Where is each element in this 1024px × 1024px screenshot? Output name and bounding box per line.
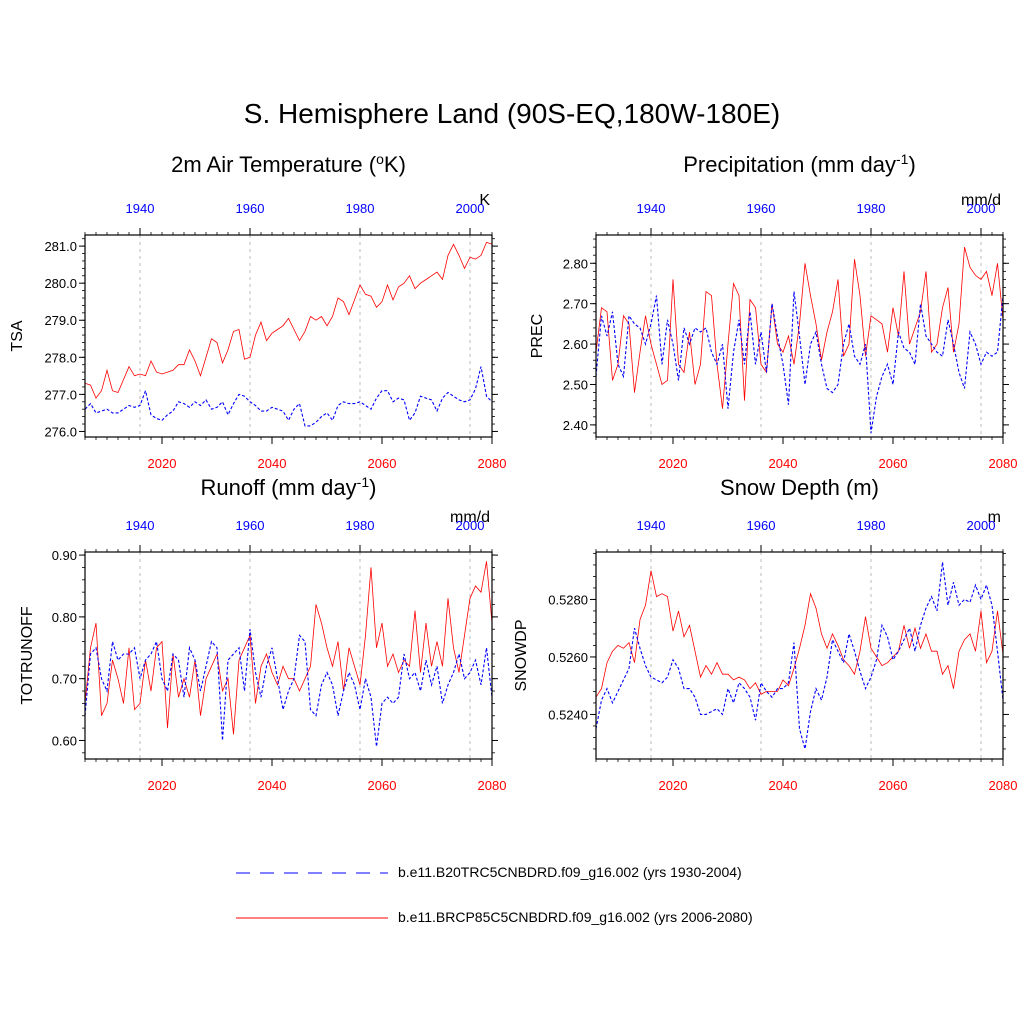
tsa-ytick-label: 277.0 (44, 387, 77, 402)
snowdp-xtick-label: 2020 (659, 778, 688, 793)
prec-title: Precipitation (mm day-1) (683, 151, 916, 177)
prec-series-historical-line (595, 291, 1004, 434)
prec-ytick-label: 2.70 (563, 297, 588, 312)
snowdp-xtick-label: 2040 (769, 778, 798, 793)
tsa-ylabel: TSA (9, 320, 26, 351)
prec-series-future-line (595, 246, 1004, 409)
snowdp-ytick-label: 0.5280 (548, 592, 588, 607)
snowdp-plot-frame (595, 551, 1004, 760)
tsa-xtick-label: 2060 (368, 456, 397, 471)
tsa-xtick-label: 2080 (478, 456, 507, 471)
runoff-ytick-label: 0.70 (52, 672, 77, 687)
tsa-top-xtick-label: 1980 (346, 201, 375, 216)
runoff-xtick-label: 2060 (368, 778, 397, 793)
page-title: S. Hemisphere Land (90S-EQ,180W-180E) (243, 98, 781, 129)
tsa-ytick-label: 281.0 (44, 239, 77, 254)
runoff-top-xtick-label: 1960 (236, 518, 265, 533)
prec-xtick-label: 2040 (769, 456, 798, 471)
prec-xtick-label: 2080 (989, 456, 1018, 471)
runoff-xtick-label: 2040 (258, 778, 287, 793)
runoff-top-xtick-label: 2000 (456, 518, 485, 533)
prec-top-xtick-label: 2000 (967, 201, 996, 216)
snowdp-xtick-label: 2080 (989, 778, 1018, 793)
prec-top-xtick-label: 1960 (747, 201, 776, 216)
legend (236, 872, 388, 919)
snowdp-xtick-label: 2060 (879, 778, 908, 793)
runoff-ylabel: TOTRUNOFF (19, 606, 36, 705)
prec-xtick-label: 2060 (879, 456, 908, 471)
snowdp-ytick-label: 0.5240 (548, 707, 588, 722)
snowdp-title: Snow Depth (m) (720, 475, 879, 500)
snowdp-units-label: m (988, 509, 1001, 526)
tsa-ytick-label: 276.0 (44, 424, 77, 439)
prec-ytick-label: 2.50 (563, 377, 588, 392)
runoff-units-label: mm/d (450, 509, 490, 526)
snowdp-top-xtick-label: 1980 (857, 518, 886, 533)
runoff-title: Runoff (mm day-1) (201, 474, 377, 500)
tsa-ytick-label: 280.0 (44, 276, 77, 291)
runoff-xtick-label: 2080 (478, 778, 507, 793)
snowdp-top-xtick-label: 1960 (747, 518, 776, 533)
snowdp-ylabel: SNOWDP (513, 620, 530, 692)
snowdp-series-historical-line (595, 562, 1004, 750)
runoff-series-future-line (84, 561, 493, 735)
tsa-title: 2m Air Temperature (oK) (171, 151, 406, 177)
tsa-top-xtick-label: 2000 (456, 201, 485, 216)
tsa-series-historical-line (84, 366, 493, 427)
tsa-series-future-line (84, 241, 493, 399)
runoff-top-xtick-label: 1940 (126, 518, 155, 533)
prec-ytick-label: 2.60 (563, 337, 588, 352)
prec-top-xtick-label: 1940 (637, 201, 666, 216)
runoff-xtick-label: 2020 (148, 778, 177, 793)
tsa-top-xtick-label: 1960 (236, 201, 265, 216)
tsa-xtick-label: 2020 (148, 456, 177, 471)
legend-label-historical: b.e11.B20TRC5CNBDRD.f09_g16.002 (yrs 193… (398, 864, 742, 880)
tsa-ytick-label: 279.0 (44, 313, 77, 328)
legend-label-future: b.e11.BRCP85C5CNBDRD.f09_g16.002 (yrs 20… (398, 909, 753, 925)
tsa-plot-frame (84, 234, 493, 438)
snowdp-ytick-label: 0.5260 (548, 650, 588, 665)
runoff-series-historical-line (84, 629, 493, 747)
tsa-ytick-label: 278.0 (44, 350, 77, 365)
tsa-top-xtick-label: 1940 (126, 201, 155, 216)
prec-ytick-label: 2.40 (563, 418, 588, 433)
prec-xtick-label: 2020 (659, 456, 688, 471)
snowdp-top-xtick-label: 1940 (637, 518, 666, 533)
snowdp-series-future-line (595, 570, 1004, 698)
runoff-ytick-label: 0.60 (52, 733, 77, 748)
prec-top-xtick-label: 1980 (857, 201, 886, 216)
tsa-units-label: K (479, 192, 490, 209)
prec-ytick-label: 2.80 (563, 256, 588, 271)
runoff-top-xtick-label: 1980 (346, 518, 375, 533)
runoff-ytick-label: 0.90 (52, 548, 77, 563)
runoff-ytick-label: 0.80 (52, 610, 77, 625)
tsa-xtick-label: 2040 (258, 456, 287, 471)
snowdp-top-xtick-label: 2000 (967, 518, 996, 533)
runoff-plot-frame (84, 551, 493, 760)
prec-ylabel: PREC (529, 314, 546, 358)
prec-plot-frame (595, 234, 1004, 438)
prec-units-label: mm/d (961, 192, 1001, 209)
